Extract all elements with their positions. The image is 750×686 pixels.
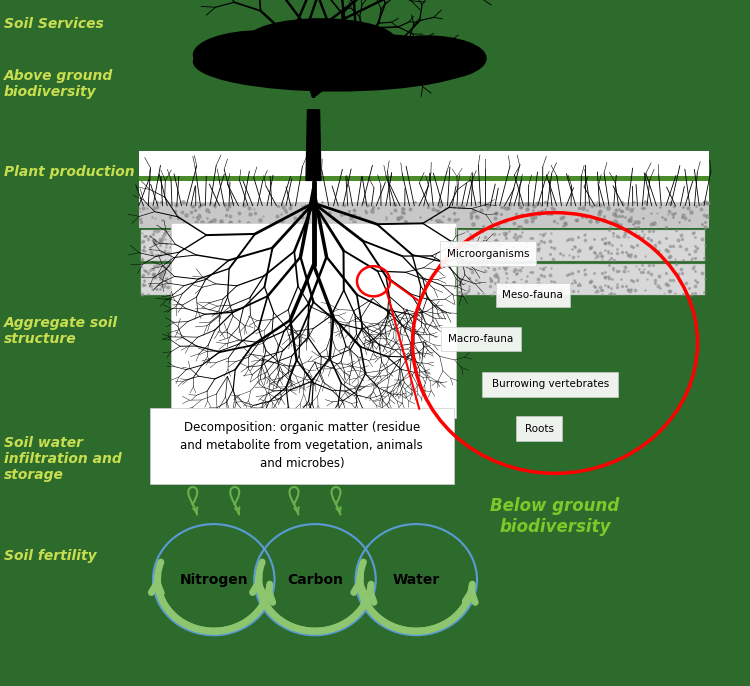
Text: Decomposition: organic matter (residue
and metabolite from vegetation, animals
a: Decomposition: organic matter (residue a… xyxy=(181,421,423,469)
FancyBboxPatch shape xyxy=(139,202,709,228)
Text: Soil fertility: Soil fertility xyxy=(4,549,96,563)
Text: Plant production: Plant production xyxy=(4,165,134,178)
Ellipse shape xyxy=(246,19,396,63)
FancyBboxPatch shape xyxy=(458,230,705,261)
FancyBboxPatch shape xyxy=(171,223,456,418)
FancyBboxPatch shape xyxy=(458,264,705,295)
FancyBboxPatch shape xyxy=(440,241,536,266)
FancyBboxPatch shape xyxy=(150,408,454,484)
Text: Above ground
biodiversity: Above ground biodiversity xyxy=(4,69,113,99)
Text: Microorganisms: Microorganisms xyxy=(447,249,530,259)
Polygon shape xyxy=(306,110,321,180)
FancyBboxPatch shape xyxy=(139,176,709,181)
Text: Carbon: Carbon xyxy=(287,573,343,587)
Text: Roots: Roots xyxy=(524,424,554,434)
FancyBboxPatch shape xyxy=(441,327,520,351)
Text: Soil Services: Soil Services xyxy=(4,17,104,31)
Ellipse shape xyxy=(366,36,486,80)
Text: Water: Water xyxy=(393,573,439,587)
Ellipse shape xyxy=(194,31,328,79)
FancyBboxPatch shape xyxy=(141,264,205,295)
Text: Nitrogen: Nitrogen xyxy=(179,573,248,587)
FancyBboxPatch shape xyxy=(141,230,205,261)
Text: Soil water
infiltration and
storage: Soil water infiltration and storage xyxy=(4,436,122,482)
FancyBboxPatch shape xyxy=(139,151,709,206)
FancyBboxPatch shape xyxy=(516,416,562,441)
Text: Meso-fauna: Meso-fauna xyxy=(503,290,563,300)
FancyBboxPatch shape xyxy=(482,372,618,397)
Ellipse shape xyxy=(194,33,478,91)
Text: Burrowing vertebrates: Burrowing vertebrates xyxy=(492,379,609,389)
FancyBboxPatch shape xyxy=(496,283,570,307)
Text: Macro-fauna: Macro-fauna xyxy=(448,334,514,344)
Text: Below ground
biodiversity: Below ground biodiversity xyxy=(490,497,620,536)
Text: Aggregate soil
structure: Aggregate soil structure xyxy=(4,316,118,346)
